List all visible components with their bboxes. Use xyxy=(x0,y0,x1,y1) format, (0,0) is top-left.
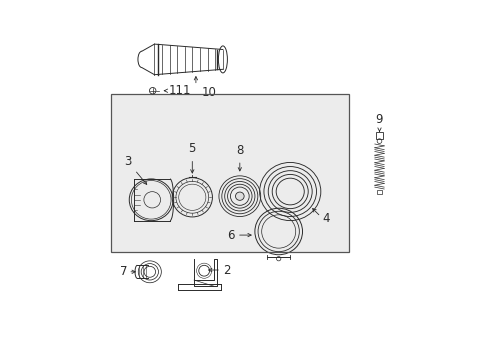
Bar xyxy=(376,190,382,194)
Text: 8: 8 xyxy=(236,144,243,157)
Text: 4: 4 xyxy=(322,212,329,225)
Text: 5: 5 xyxy=(188,142,196,155)
Text: 10: 10 xyxy=(201,86,216,99)
Ellipse shape xyxy=(235,192,244,200)
Bar xyxy=(111,94,348,252)
Text: 2: 2 xyxy=(223,264,230,276)
Bar xyxy=(111,94,348,252)
Text: 6: 6 xyxy=(227,229,235,242)
Bar xyxy=(375,132,382,139)
Text: 7: 7 xyxy=(120,265,127,278)
Text: 3: 3 xyxy=(123,155,131,168)
Text: 9: 9 xyxy=(375,113,383,126)
Text: 111: 111 xyxy=(168,84,191,97)
